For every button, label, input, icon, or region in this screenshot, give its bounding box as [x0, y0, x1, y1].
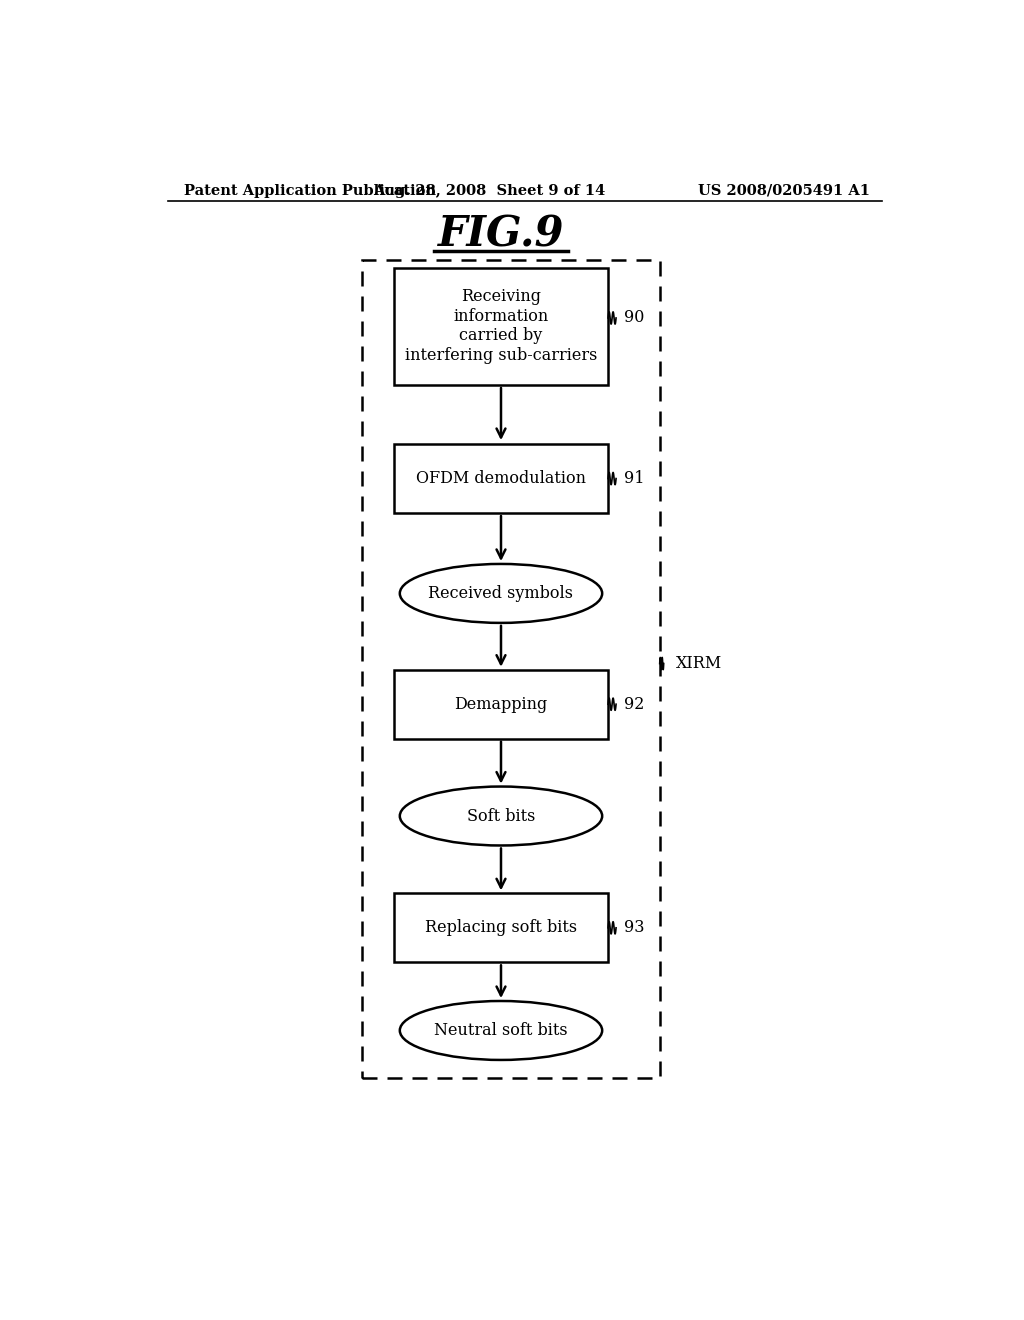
Bar	[394, 268, 608, 384]
Text: Soft bits: Soft bits	[467, 808, 536, 825]
Bar	[394, 669, 608, 739]
Text: 91: 91	[624, 470, 644, 487]
Text: OFDM demodulation: OFDM demodulation	[416, 470, 586, 487]
Ellipse shape	[399, 1001, 602, 1060]
Text: Receiving
information
carried by
interfering sub-carriers: Receiving information carried by interfe…	[404, 288, 597, 364]
Text: 90: 90	[624, 309, 644, 326]
Text: 93: 93	[624, 919, 644, 936]
Text: Demapping: Demapping	[455, 696, 548, 713]
Text: Patent Application Publication: Patent Application Publication	[183, 183, 435, 198]
Ellipse shape	[399, 564, 602, 623]
Text: Neutral soft bits: Neutral soft bits	[434, 1022, 567, 1039]
Bar	[394, 894, 608, 962]
Ellipse shape	[399, 787, 602, 846]
Text: Received symbols: Received symbols	[428, 585, 573, 602]
Text: US 2008/0205491 A1: US 2008/0205491 A1	[698, 183, 870, 198]
Bar	[362, 260, 659, 1078]
Text: 92: 92	[624, 696, 644, 713]
Text: XIRM: XIRM	[676, 655, 722, 672]
Text: FIG.9: FIG.9	[437, 214, 564, 256]
Text: Aug. 28, 2008  Sheet 9 of 14: Aug. 28, 2008 Sheet 9 of 14	[373, 183, 605, 198]
Text: Replacing soft bits: Replacing soft bits	[425, 919, 578, 936]
Bar	[394, 444, 608, 513]
